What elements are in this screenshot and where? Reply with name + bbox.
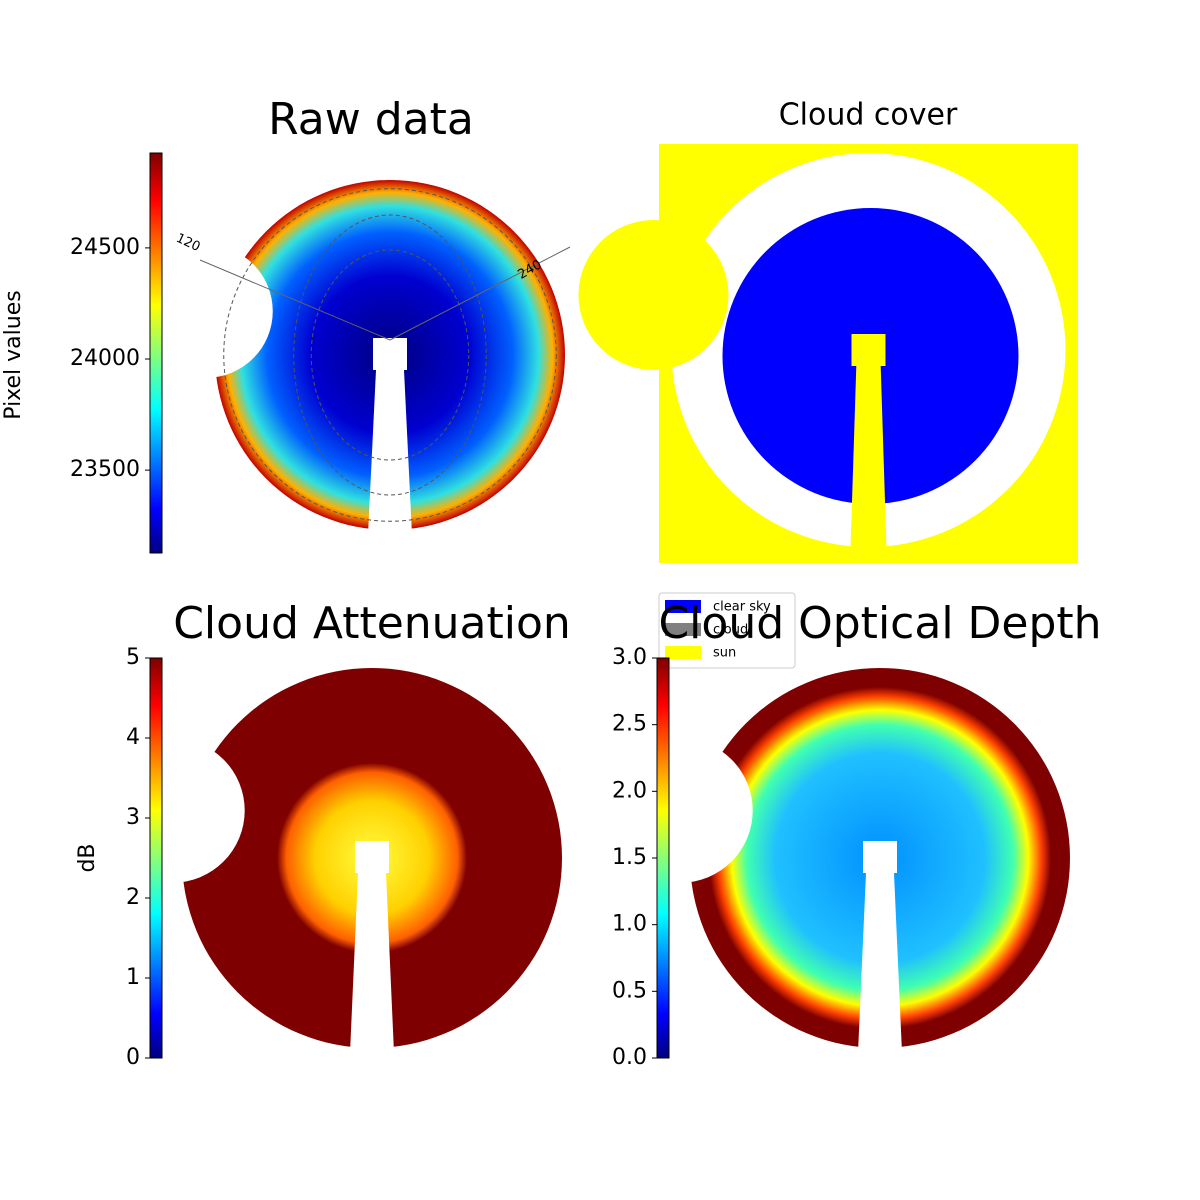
colorbar-tick-label: 1 <box>126 965 140 990</box>
legend-label: cloud <box>713 623 748 638</box>
sun-block <box>851 334 886 366</box>
polar-grid <box>223 188 557 522</box>
colorbar <box>656 657 670 1059</box>
panel-title: Raw data <box>268 94 474 145</box>
colorbar-tick-label: 2 <box>126 885 140 910</box>
obstruction <box>608 738 753 883</box>
unclassified <box>578 220 729 370</box>
colorbar-label: Pixel values <box>1 290 26 419</box>
obstruction <box>100 738 245 883</box>
colorbar-tick-label: 24000 <box>70 346 140 371</box>
stalk-mask <box>858 873 902 1053</box>
sun-block-mask <box>863 841 897 873</box>
polar-spoke <box>389 246 571 341</box>
stalk-mask <box>350 873 394 1053</box>
colorbar-tick-label: 5 <box>126 645 140 670</box>
colorbar-tick-label: 2.5 <box>612 712 647 737</box>
colorbar-tick-label: 1.0 <box>612 912 647 937</box>
colorbar-tick-label: 0.5 <box>612 978 647 1003</box>
obstruction <box>139 244 273 378</box>
legend-swatch <box>665 600 701 613</box>
colorbar-tick-label: 0.0 <box>612 1045 647 1070</box>
polar-grid <box>310 249 470 461</box>
panel-title: Cloud cover <box>779 98 958 133</box>
legend-swatch <box>665 646 701 659</box>
colorbar-tick-label: 2.0 <box>612 778 647 803</box>
colorbar-tick-label: 23500 <box>70 457 140 482</box>
colorbar-tick-label: 3.0 <box>612 645 647 670</box>
legend-label: sun <box>713 646 736 661</box>
colorbar-tick-label: 4 <box>126 725 140 750</box>
colorbar-tick-label: 1.5 <box>612 845 647 870</box>
colorbar-tick-label: 24500 <box>70 235 140 260</box>
colorbar <box>149 657 163 1059</box>
polar-spoke <box>199 259 391 341</box>
sun-block-mask <box>373 338 407 370</box>
polar-grid <box>293 214 487 496</box>
colorbar-tick-label: 3 <box>126 805 140 830</box>
colorbar-tick-label: 0 <box>126 1045 140 1070</box>
colorbar-label: dB <box>75 843 100 872</box>
sun-stalk <box>850 360 887 549</box>
colorbar <box>149 152 163 554</box>
sun-block-mask <box>355 841 389 873</box>
legend-label: clear sky <box>713 600 771 615</box>
panel-title: Cloud Attenuation <box>173 598 571 649</box>
legend-swatch <box>665 623 701 636</box>
panel-title: Cloud Optical Depth <box>658 598 1101 649</box>
